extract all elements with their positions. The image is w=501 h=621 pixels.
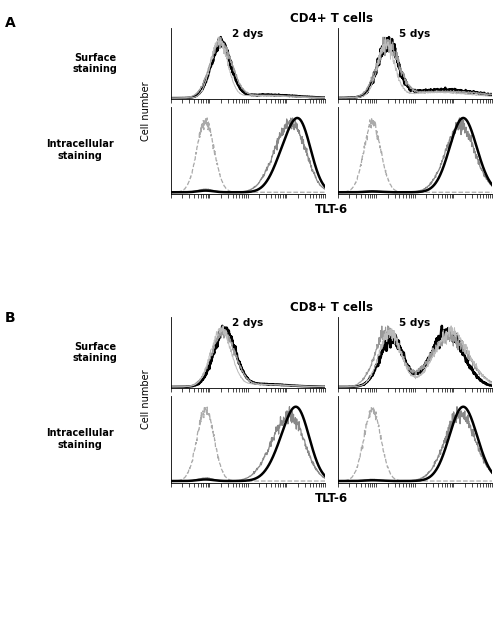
Text: 5 dys: 5 dys — [398, 318, 429, 328]
Text: Cell number: Cell number — [140, 369, 150, 430]
Text: Surface
staining: Surface staining — [73, 342, 118, 363]
Text: CD8+ T cells: CD8+ T cells — [289, 301, 372, 314]
Text: TLT-6: TLT-6 — [314, 492, 347, 505]
Text: A: A — [5, 16, 16, 30]
Text: 5 dys: 5 dys — [398, 29, 429, 39]
Text: Cell number: Cell number — [140, 81, 150, 141]
Text: Intracellular
staining: Intracellular staining — [47, 428, 114, 450]
Text: B: B — [5, 310, 16, 325]
Text: TLT-6: TLT-6 — [314, 203, 347, 216]
Text: 2 dys: 2 dys — [232, 29, 263, 39]
Text: 2 dys: 2 dys — [232, 318, 263, 328]
Text: Intracellular
staining: Intracellular staining — [47, 140, 114, 161]
Text: CD4+ T cells: CD4+ T cells — [289, 12, 372, 25]
Text: Surface
staining: Surface staining — [73, 53, 118, 75]
